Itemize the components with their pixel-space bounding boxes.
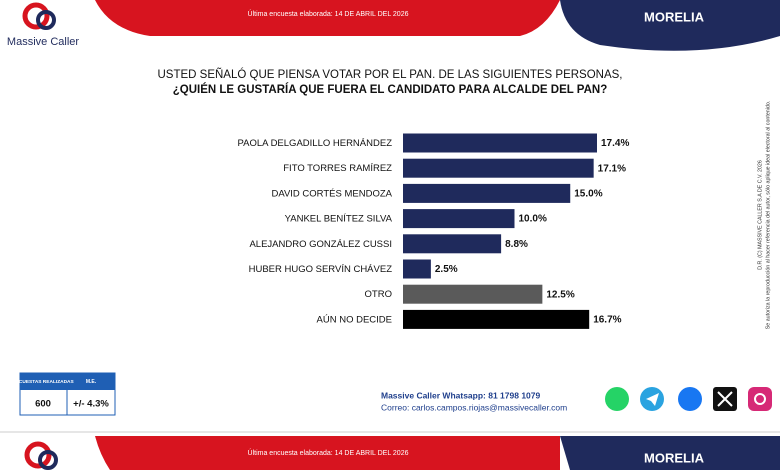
value-label: 17.4% — [601, 138, 629, 149]
survey-date: Última encuesta elaborada: 14 DE ABRIL D… — [248, 448, 409, 457]
bar — [403, 133, 597, 153]
logo-icon — [38, 450, 58, 470]
bar — [403, 234, 502, 254]
logo-icon — [24, 441, 52, 469]
category-label: OTRO — [365, 289, 392, 300]
category-label: PAOLA DELGADILLO HERNÁNDEZ — [237, 138, 392, 149]
bar — [403, 209, 515, 229]
category-label: AÚN NO DECIDE — [317, 314, 392, 325]
value-label: 16.7% — [593, 315, 621, 326]
value-label: 17.1% — [598, 163, 626, 174]
legal-notice: Se autoriza la reproducción al hacer ref… — [765, 101, 771, 330]
survey-me: +/- 4.3% — [73, 399, 109, 410]
footer-navy-band — [560, 436, 780, 470]
survey-me-header: M.E. — [86, 379, 97, 385]
survey-date: Última encuesta elaborada: 14 DE ABRIL D… — [248, 9, 409, 18]
value-label: 10.0% — [518, 214, 546, 225]
whatsapp-icon[interactable] — [605, 387, 629, 411]
bar — [403, 259, 431, 279]
telegram-glyph — [646, 393, 659, 406]
bar-chart: PAOLA DELGADILLO HERNÁNDEZ 17.4% FITO TORR… — [237, 133, 629, 329]
copyright: D.R. (C) MASSIVE CALLER S.A DE C.V. 2026 — [757, 160, 763, 270]
instagram-icon[interactable] — [748, 387, 772, 411]
category-label: ALEJANDRO GONZÁLEZ CUSSI — [249, 239, 392, 250]
logo-text: Massive Caller — [7, 36, 79, 48]
logo-icon — [22, 2, 50, 30]
bar — [403, 158, 594, 178]
category-label: HUBER HUGO SERVÍN CHÁVEZ — [249, 264, 393, 275]
category-label: YANKEL BENÍTEZ SILVA — [285, 214, 393, 225]
header-red-band — [95, 0, 560, 36]
value-label: 12.5% — [546, 289, 574, 300]
footer-red-band — [95, 436, 560, 470]
email: Correo: carlos.campos.riojas@massivecall… — [381, 402, 567, 412]
value-label: 8.8% — [505, 239, 528, 250]
bar — [403, 284, 543, 304]
instagram-glyph — [754, 393, 766, 405]
bar — [403, 183, 571, 203]
city: MORELIA — [644, 450, 705, 465]
survey-count-header: ENCUESTAS REALIZADAS — [12, 379, 74, 385]
chart-subtitle: ¿QUIÉN LE GUSTARÍA QUE FUERA EL CANDIDAT… — [173, 83, 607, 96]
x-glyph — [717, 391, 733, 407]
whatsapp: Massive Caller Whatsapp: 81 1798 1079 — [381, 390, 540, 400]
chart-title: USTED SEÑALÓ QUE PIENSA VOTAR POR EL PAN… — [157, 68, 622, 81]
city: MORELIA — [644, 9, 705, 24]
category-label: FITO TORRES RAMÍREZ — [283, 163, 392, 174]
survey-count: 600 — [35, 399, 51, 410]
header-navy-band — [560, 0, 780, 51]
logo-icon — [36, 10, 56, 30]
category-label: DAVID CORTÉS MENDOZA — [271, 188, 392, 199]
bar — [403, 309, 590, 329]
facebook-icon[interactable] — [678, 387, 702, 411]
value-label: 2.5% — [435, 264, 458, 275]
value-label: 15.0% — [574, 189, 602, 200]
